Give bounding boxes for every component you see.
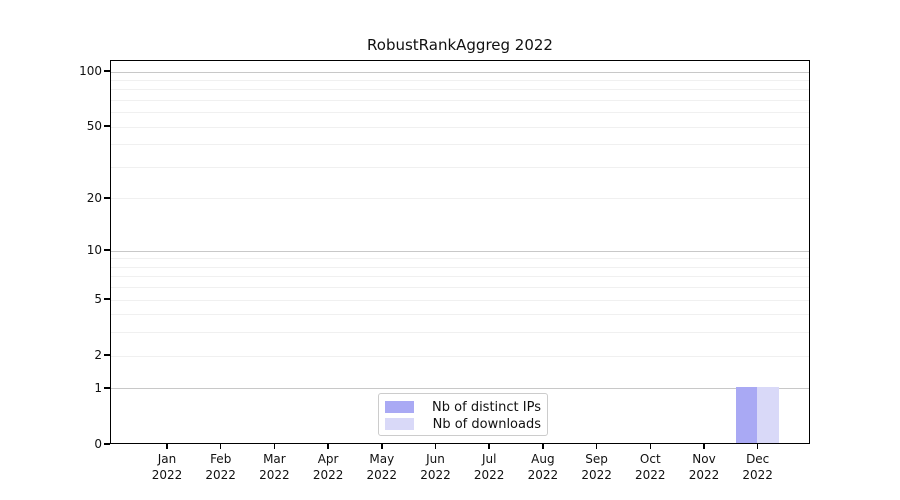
legend: Nb of distinct IPs Nb of downloads bbox=[378, 393, 548, 436]
legend-swatch-downloads bbox=[385, 418, 414, 430]
x-tick-label: Jun 2022 bbox=[420, 452, 451, 482]
x-tick bbox=[542, 444, 544, 449]
gridline-minor bbox=[111, 99, 809, 101]
gridline-minor bbox=[111, 198, 809, 200]
y-tick bbox=[104, 443, 110, 445]
legend-swatch-distinct-ips bbox=[385, 401, 414, 413]
y-tick-label: 10 bbox=[86, 243, 102, 258]
gridline-major bbox=[111, 71, 809, 73]
x-tick-label: Dec 2022 bbox=[742, 452, 773, 482]
x-tick bbox=[166, 444, 168, 449]
y-tick-label: 0 bbox=[94, 437, 102, 451]
x-tick bbox=[327, 444, 329, 449]
legend-label-distinct-ips: Nb of distinct IPs bbox=[432, 399, 541, 415]
gridline-minor bbox=[111, 89, 809, 91]
x-tick bbox=[756, 444, 759, 449]
y-tick-label: 2 bbox=[94, 348, 102, 363]
gridline-minor bbox=[111, 266, 809, 268]
x-tick bbox=[649, 444, 652, 449]
chart-title: RobustRankAggreg 2022 bbox=[367, 36, 553, 54]
gridline-minor bbox=[111, 144, 809, 146]
x-tick bbox=[488, 444, 490, 449]
bar-downloads-dec bbox=[757, 387, 779, 443]
x-tick-label: Oct 2022 bbox=[635, 452, 666, 482]
gridline-minor bbox=[111, 276, 809, 278]
x-tick bbox=[381, 444, 383, 449]
legend-entry-distinct-ips: Nb of distinct IPs bbox=[385, 399, 541, 415]
y-tick bbox=[104, 387, 110, 389]
x-tick bbox=[219, 444, 222, 449]
x-tick-label: Apr 2022 bbox=[312, 452, 344, 482]
y-tick bbox=[104, 70, 110, 72]
y-tick bbox=[104, 298, 110, 300]
gridline-minor bbox=[111, 79, 809, 81]
x-tick-label: Sep 2022 bbox=[581, 452, 612, 482]
x-tick bbox=[434, 444, 437, 449]
y-tick-label: 20 bbox=[86, 190, 102, 205]
gridline-minor bbox=[111, 258, 809, 260]
gridline-minor bbox=[111, 287, 809, 289]
x-tick-label: Aug 2022 bbox=[527, 452, 559, 482]
gridline-minor bbox=[111, 332, 809, 334]
y-tick-label: 100 bbox=[79, 64, 102, 78]
x-tick-label: Feb 2022 bbox=[205, 452, 236, 482]
plot-area bbox=[110, 60, 810, 444]
gridline-major bbox=[111, 250, 809, 252]
x-tick-label: May 2022 bbox=[366, 452, 398, 482]
x-tick-label: Jan 2022 bbox=[151, 452, 183, 482]
x-tick-label: Mar 2022 bbox=[259, 452, 290, 482]
legend-entry-downloads: Nb of downloads bbox=[385, 416, 541, 432]
y-tick bbox=[104, 125, 110, 127]
gridline-minor bbox=[111, 355, 809, 357]
bar-distinct-ips-dec bbox=[735, 387, 758, 443]
y-tick bbox=[104, 249, 110, 251]
y-tick bbox=[104, 354, 110, 356]
x-tick bbox=[273, 444, 276, 449]
x-tick-label: Jul 2022 bbox=[473, 452, 505, 482]
y-tick-label: 50 bbox=[86, 119, 102, 134]
gridline-minor bbox=[111, 112, 809, 114]
gridline-minor bbox=[111, 166, 809, 168]
gridline-minor bbox=[111, 299, 809, 301]
y-tick-label: 1 bbox=[94, 380, 102, 395]
y-tick bbox=[104, 197, 110, 199]
gridline-minor bbox=[111, 314, 809, 316]
y-tick-label: 5 bbox=[94, 292, 102, 307]
gridline-major bbox=[111, 388, 809, 390]
legend-label-downloads: Nb of downloads bbox=[432, 416, 541, 432]
x-tick-label: Nov 2022 bbox=[688, 452, 720, 482]
x-tick bbox=[703, 444, 705, 449]
gridline-minor bbox=[111, 126, 809, 128]
x-tick bbox=[595, 444, 598, 449]
